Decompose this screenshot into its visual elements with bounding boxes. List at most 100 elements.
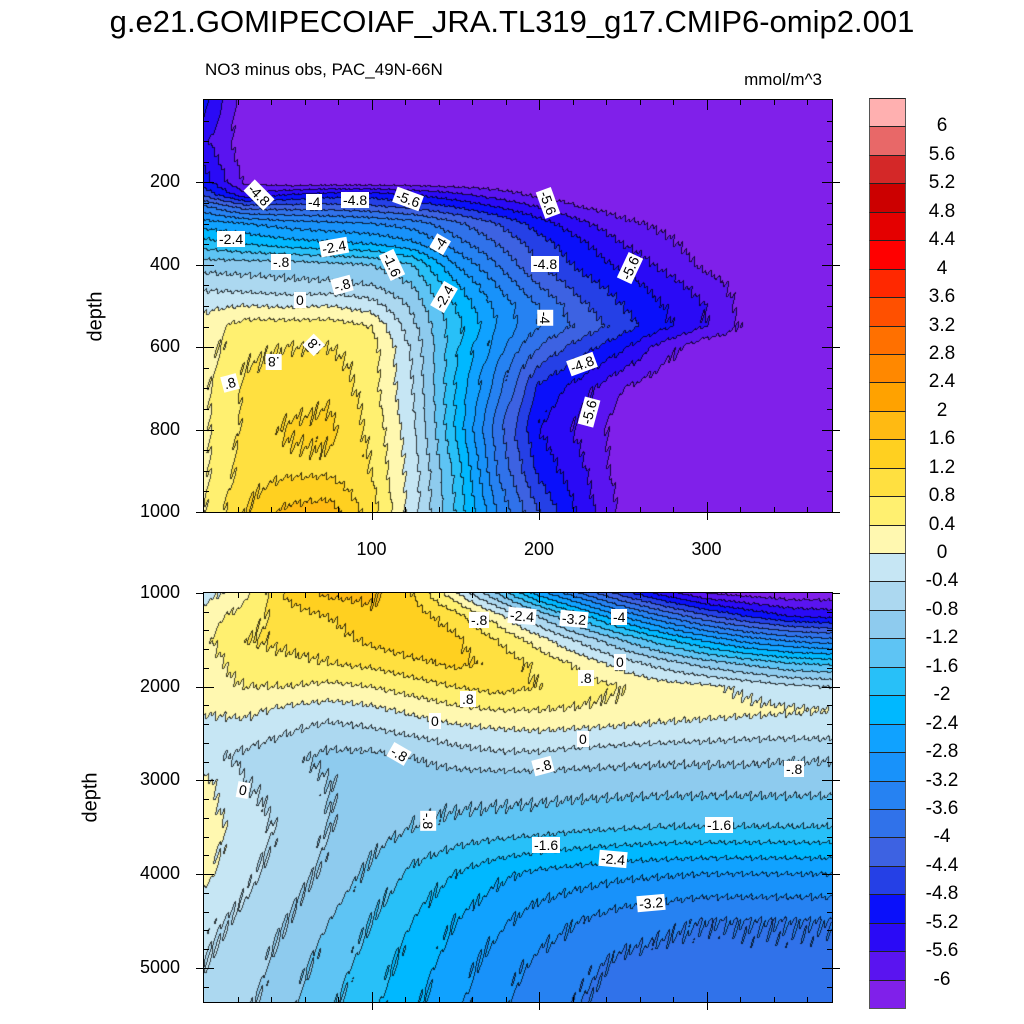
contour-label: -4.8 [531, 256, 560, 272]
y-tick-label: 800 [149, 418, 180, 439]
x-tick [773, 593, 775, 598]
colorbar-swatch [869, 268, 906, 299]
x-tick [572, 507, 574, 512]
y-tick [204, 724, 209, 726]
colorbar-label: 1.6 [928, 428, 956, 450]
y-tick [822, 347, 832, 349]
colorbar-swatch [869, 183, 906, 213]
x-tick [740, 100, 741, 105]
x-tick [706, 992, 708, 1002]
y-tick [204, 667, 209, 669]
colorbar-label: 3.2 [928, 314, 956, 336]
chart-title: g.e21.GOMIPECOIAF_JRA.TL319_g17.CMIP6-om… [109, 4, 915, 39]
colorbar-label: -0.4 [925, 570, 959, 592]
contour-label: -.8 [469, 612, 490, 628]
colorbar-swatch [869, 609, 906, 640]
y-tick-label: 5000 [139, 956, 180, 977]
y-tick [204, 986, 209, 988]
x-tick [304, 593, 306, 598]
x-tick [505, 507, 507, 512]
x-tick-label: 200 [523, 539, 555, 559]
y-tick [204, 892, 209, 894]
colorbar-label: -1.2 [925, 627, 959, 649]
x-tick [405, 593, 406, 598]
x-tick [304, 997, 306, 1002]
colorbar-label: 4.4 [928, 229, 956, 251]
x-tick [706, 1002, 708, 1010]
colorbar-label: -4.8 [925, 883, 959, 905]
y-tick [196, 686, 204, 688]
y-tick [204, 120, 209, 122]
y-tick [827, 470, 832, 472]
x-tick [405, 100, 406, 105]
x-tick [472, 100, 473, 105]
y-tick [204, 388, 209, 390]
x-tick [271, 997, 272, 1002]
x-tick [438, 100, 440, 105]
y-tick [827, 705, 832, 707]
y-tick [827, 367, 832, 369]
x-tick [237, 593, 239, 598]
y-tick [832, 512, 840, 513]
y-tick [204, 649, 209, 651]
colorbar-label: -2 [933, 684, 951, 706]
y-tick-label: 1000 [139, 582, 180, 602]
y-tick [822, 874, 832, 876]
y-tick [204, 244, 209, 246]
colorbar-label: -5.2 [925, 911, 959, 933]
x-tick [304, 100, 306, 105]
y-tick [827, 799, 832, 801]
x-tick [807, 507, 808, 512]
colorbar-label: 2.8 [928, 342, 956, 364]
x-tick-label: 100 [356, 539, 387, 559]
y-tick [204, 223, 209, 225]
y-tick [204, 285, 209, 287]
y-tick [827, 817, 832, 819]
x-tick [338, 507, 339, 512]
colorbar-swatch [869, 211, 906, 242]
y-tick-label: 3000 [139, 769, 180, 790]
contour-label: -.8 [271, 254, 292, 270]
y-tick [204, 799, 209, 801]
colorbar-swatch [869, 723, 906, 754]
y-tick [204, 836, 209, 838]
y-tick [827, 450, 832, 452]
colorbar-swatch [869, 439, 906, 469]
y-tick [196, 347, 204, 349]
y-tick [204, 949, 209, 951]
x-tick [539, 100, 540, 110]
colorbar-label: 1.2 [928, 456, 956, 478]
colorbar-swatch [869, 695, 906, 725]
y-tick [204, 141, 209, 143]
y-tick [827, 667, 832, 669]
colorbar-swatch [869, 780, 906, 810]
y-tick [827, 326, 832, 328]
colorbar-label: -6 [933, 968, 951, 990]
y-tick [832, 874, 840, 876]
colorbar-swatch [869, 922, 906, 953]
x-tick [338, 100, 339, 105]
contour-label: -.8 [420, 810, 437, 832]
y-tick [204, 780, 214, 782]
y-tick [204, 203, 209, 204]
top-panel-contour-fill [204, 100, 832, 512]
x-tick [371, 100, 373, 110]
y-tick [204, 630, 209, 632]
y-tick [827, 911, 832, 913]
contour-label: -4.8 [341, 192, 370, 208]
colorbar-swatch [869, 752, 906, 782]
contour-label: -4 [306, 194, 323, 210]
colorbar-label: 4.8 [928, 200, 956, 222]
y-tick [827, 141, 832, 143]
y-tick [204, 429, 214, 431]
y-tick [827, 949, 832, 951]
y-tick [822, 429, 832, 431]
colorbar-swatch [869, 98, 906, 128]
y-tick [822, 780, 832, 782]
y-tick [204, 326, 209, 328]
colorbar-swatch [869, 297, 906, 327]
y-tick [827, 223, 832, 225]
x-tick [606, 507, 607, 512]
x-tick [338, 997, 339, 1002]
x-tick [271, 100, 272, 105]
